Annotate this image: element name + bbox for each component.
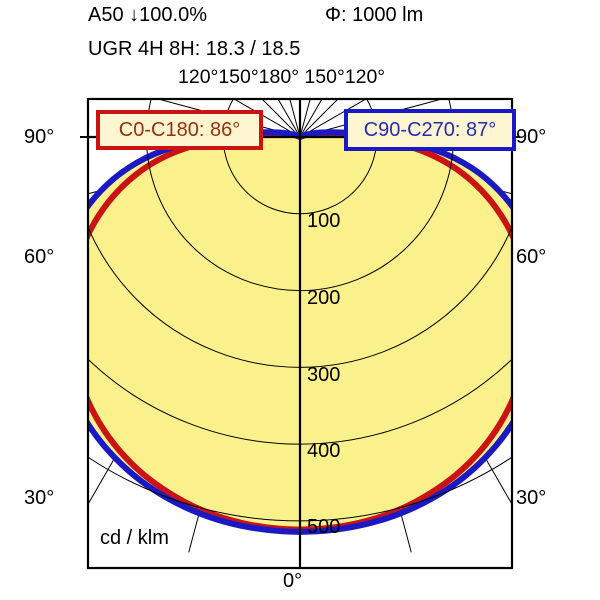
radial-label-100: 100 <box>307 210 341 232</box>
ugr-readout: UGR 4H 8H: 18.3 / 18.5 <box>88 38 301 60</box>
axis-label-right-30: 30° <box>516 487 547 509</box>
legend-c90-c270[interactable]: C90-C270: 87° <box>344 109 516 151</box>
radial-label-500: 500 <box>307 516 341 538</box>
axis-label-right-60: 60° <box>516 246 547 268</box>
grid-spoke <box>233 99 301 138</box>
radial-label-300: 300 <box>307 364 341 386</box>
luminous-flux-readout: Φ: 1000 lm <box>325 4 424 26</box>
axis-label-left-30: 30° <box>24 487 55 509</box>
radial-label-200: 200 <box>307 287 341 309</box>
c90-c270-curve <box>88 129 512 535</box>
radial-label-400: 400 <box>307 440 341 462</box>
legend-c0-c180[interactable]: C0-C180: 86° <box>96 110 263 150</box>
grid-spoke <box>299 99 367 138</box>
axis-label-right-90: 90° <box>516 126 547 148</box>
axis-label-left-60: 60° <box>24 246 55 268</box>
legend-c0-c180-label: C0-C180: 86° <box>118 118 241 141</box>
top-angle-ticks: 120°150°180° 150°120° <box>178 66 386 88</box>
axis-label-left-90: 90° <box>24 126 55 148</box>
a50-readout: A50 ↓100.0% <box>88 4 207 26</box>
axis-label-bottom-0: 0° <box>283 570 303 592</box>
legend-c90-c270-label: C90-C270: 87° <box>363 118 497 141</box>
unit-label: cd / klm <box>100 527 169 549</box>
plot-frame <box>86 97 514 570</box>
